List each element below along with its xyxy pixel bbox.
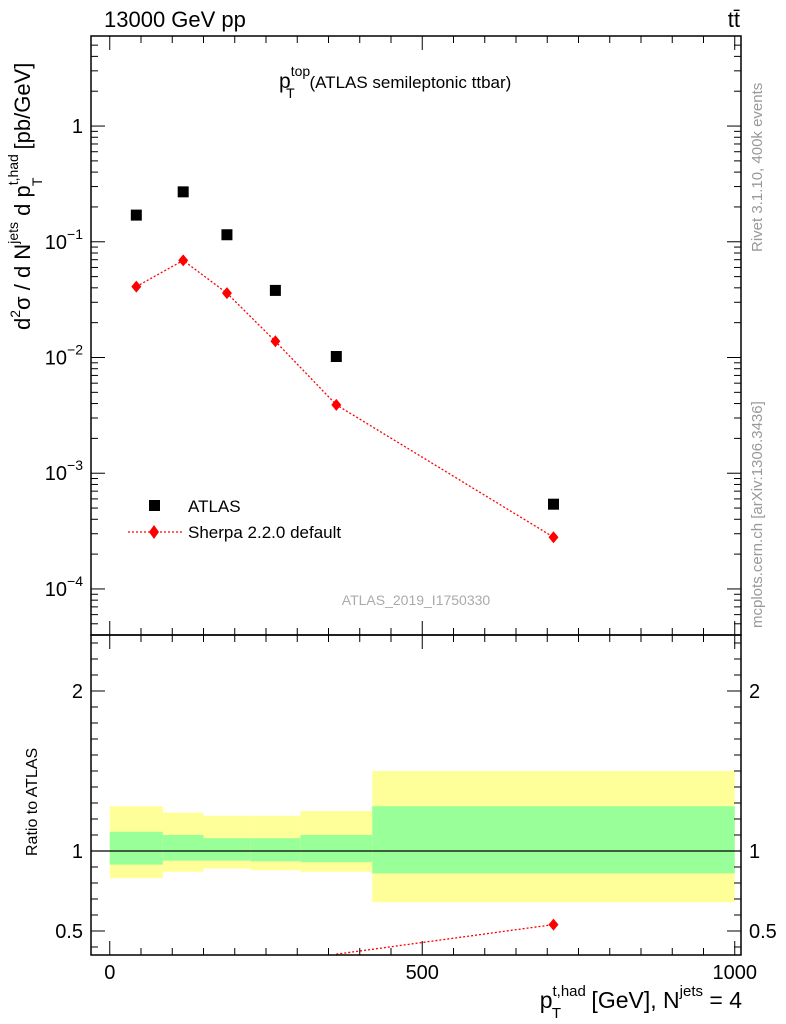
main-ytick-label: 1 — [72, 116, 83, 138]
xlabel-sup2: jets — [679, 983, 703, 1000]
legend-atlas-marker — [149, 500, 160, 511]
rivet-note: Rivet 3.1.10, 400k events — [749, 83, 766, 252]
ratio-frame — [90, 634, 742, 956]
main-ytick-base: 10 — [45, 347, 67, 369]
main-panel: 110−110−210−310−4 ptop T (ATLAS semilepto… — [5, 35, 742, 636]
ylabel-thad: t,had — [5, 154, 21, 185]
ratio-xlabel: pt,had T [GeV], Njets = 4 — [540, 983, 742, 1022]
xlabel-p: p — [540, 987, 553, 1013]
ylabel-jets: jets — [5, 222, 21, 245]
ratio-ytick-label-right: 0.5 — [749, 921, 777, 943]
ylabel-sigma: σ / d N — [10, 244, 35, 310]
ylabel-d: d — [10, 318, 35, 330]
legend-sherpa-marker — [149, 525, 159, 539]
stat-uncertainty-band — [250, 838, 301, 862]
ylabel-unit: [pb/GeV] — [10, 63, 35, 156]
sherpa-point — [548, 531, 559, 544]
xlabel-sup: t,had — [553, 983, 586, 1000]
main-ytick-exp: −3 — [67, 457, 83, 473]
main-ytick-exp: −2 — [67, 341, 83, 357]
stat-uncertainty-band — [300, 835, 373, 863]
ratio-point — [548, 918, 559, 931]
title-p: p — [279, 70, 291, 93]
atlas-point — [130, 209, 142, 221]
title-sup: top — [291, 63, 311, 79]
main-frame — [90, 35, 742, 636]
sherpa-point — [331, 398, 342, 411]
ratio-panel: 0.5 0.5 1 1 2 2 0 500 1000 Ratio to ATLAS pt,had… — [24, 634, 777, 1022]
atlas-point — [177, 186, 189, 198]
ratio-ylabel: Ratio to ATLAS — [24, 748, 41, 856]
title-rest: (ATLAS semileptonic ttbar) — [305, 73, 512, 92]
xlabel-tail: = 4 — [703, 987, 742, 1013]
ratio-sherpa-line — [336, 923, 554, 955]
legend-sherpa-label: Sherpa 2.2.0 default — [188, 523, 341, 542]
stat-uncertainty-band — [203, 838, 251, 861]
ratio-xtick-label: 0 — [104, 962, 115, 984]
ratio-data — [336, 918, 559, 955]
stat-uncertainty-band — [372, 806, 735, 874]
analysis-label: ATLAS_2019_I1750330 — [342, 592, 491, 608]
main-ytick-base: 10 — [45, 463, 67, 485]
ratio-ticks: 0.5 0.5 1 1 2 2 0 500 1000 — [55, 635, 777, 984]
sherpa-point — [178, 254, 189, 267]
title-sub: T — [286, 85, 295, 101]
ratio-ytick-label-right: 1 — [749, 841, 760, 863]
ratio-ytick-label-left: 2 — [72, 681, 83, 703]
ratio-ytick-label-left: 1 — [72, 841, 83, 863]
ylabel-2: 2 — [7, 310, 23, 318]
main-data — [130, 186, 559, 544]
main-ytick-label: 10−2 — [45, 341, 83, 369]
main-ytick-exp: −1 — [67, 226, 83, 242]
legend-atlas-label: ATLAS — [188, 497, 241, 516]
atlas-point — [548, 498, 559, 510]
sherpa-point — [221, 287, 232, 300]
ratio-ytick-label-left: 0.5 — [55, 921, 83, 943]
main-ytick-label: 10−1 — [45, 226, 83, 254]
main-ytick-base: 10 — [45, 579, 67, 601]
xlabel-mid: [GeV], N — [585, 987, 680, 1013]
main-ticks: 110−110−210−310−4 — [45, 35, 741, 636]
ratio-ytick-label-right: 2 — [749, 681, 760, 703]
ratio-xtick-label: 500 — [406, 962, 439, 984]
main-ytick-base: 10 — [45, 232, 67, 254]
sherpa-line — [135, 259, 554, 538]
stat-uncertainty-band — [162, 835, 204, 861]
sherpa-point — [131, 280, 142, 293]
main-ytick-label: 10−3 — [45, 457, 83, 485]
ratio-xtick-label: 1000 — [713, 962, 758, 984]
stat-uncertainty-band — [109, 831, 163, 865]
main-ylabel: d2σ / d Njets d pt,had T [pb/GeV] — [5, 63, 45, 330]
ylabel-dp: d p — [10, 185, 35, 222]
process-label: tt̄ — [728, 7, 740, 32]
main-ytick-exp: −4 — [67, 573, 83, 589]
sherpa-point — [270, 335, 281, 348]
atlas-point — [269, 284, 281, 296]
atlas-point — [221, 229, 233, 241]
legend: ATLAS Sherpa 2.2.0 default — [128, 497, 341, 542]
main-title: ptop T (ATLAS semileptonic ttbar) — [279, 63, 511, 101]
ylabel-T: T — [29, 177, 45, 186]
energy-label: 13000 GeV pp — [104, 7, 246, 32]
atlas-point — [330, 351, 342, 363]
source-note: mcplots.cern.ch [arXiv:1306.3436] — [749, 401, 766, 628]
xlabel-sub: T — [552, 1005, 561, 1022]
ratio-bands — [109, 771, 735, 903]
main-ytick-label: 10−4 — [45, 573, 83, 601]
